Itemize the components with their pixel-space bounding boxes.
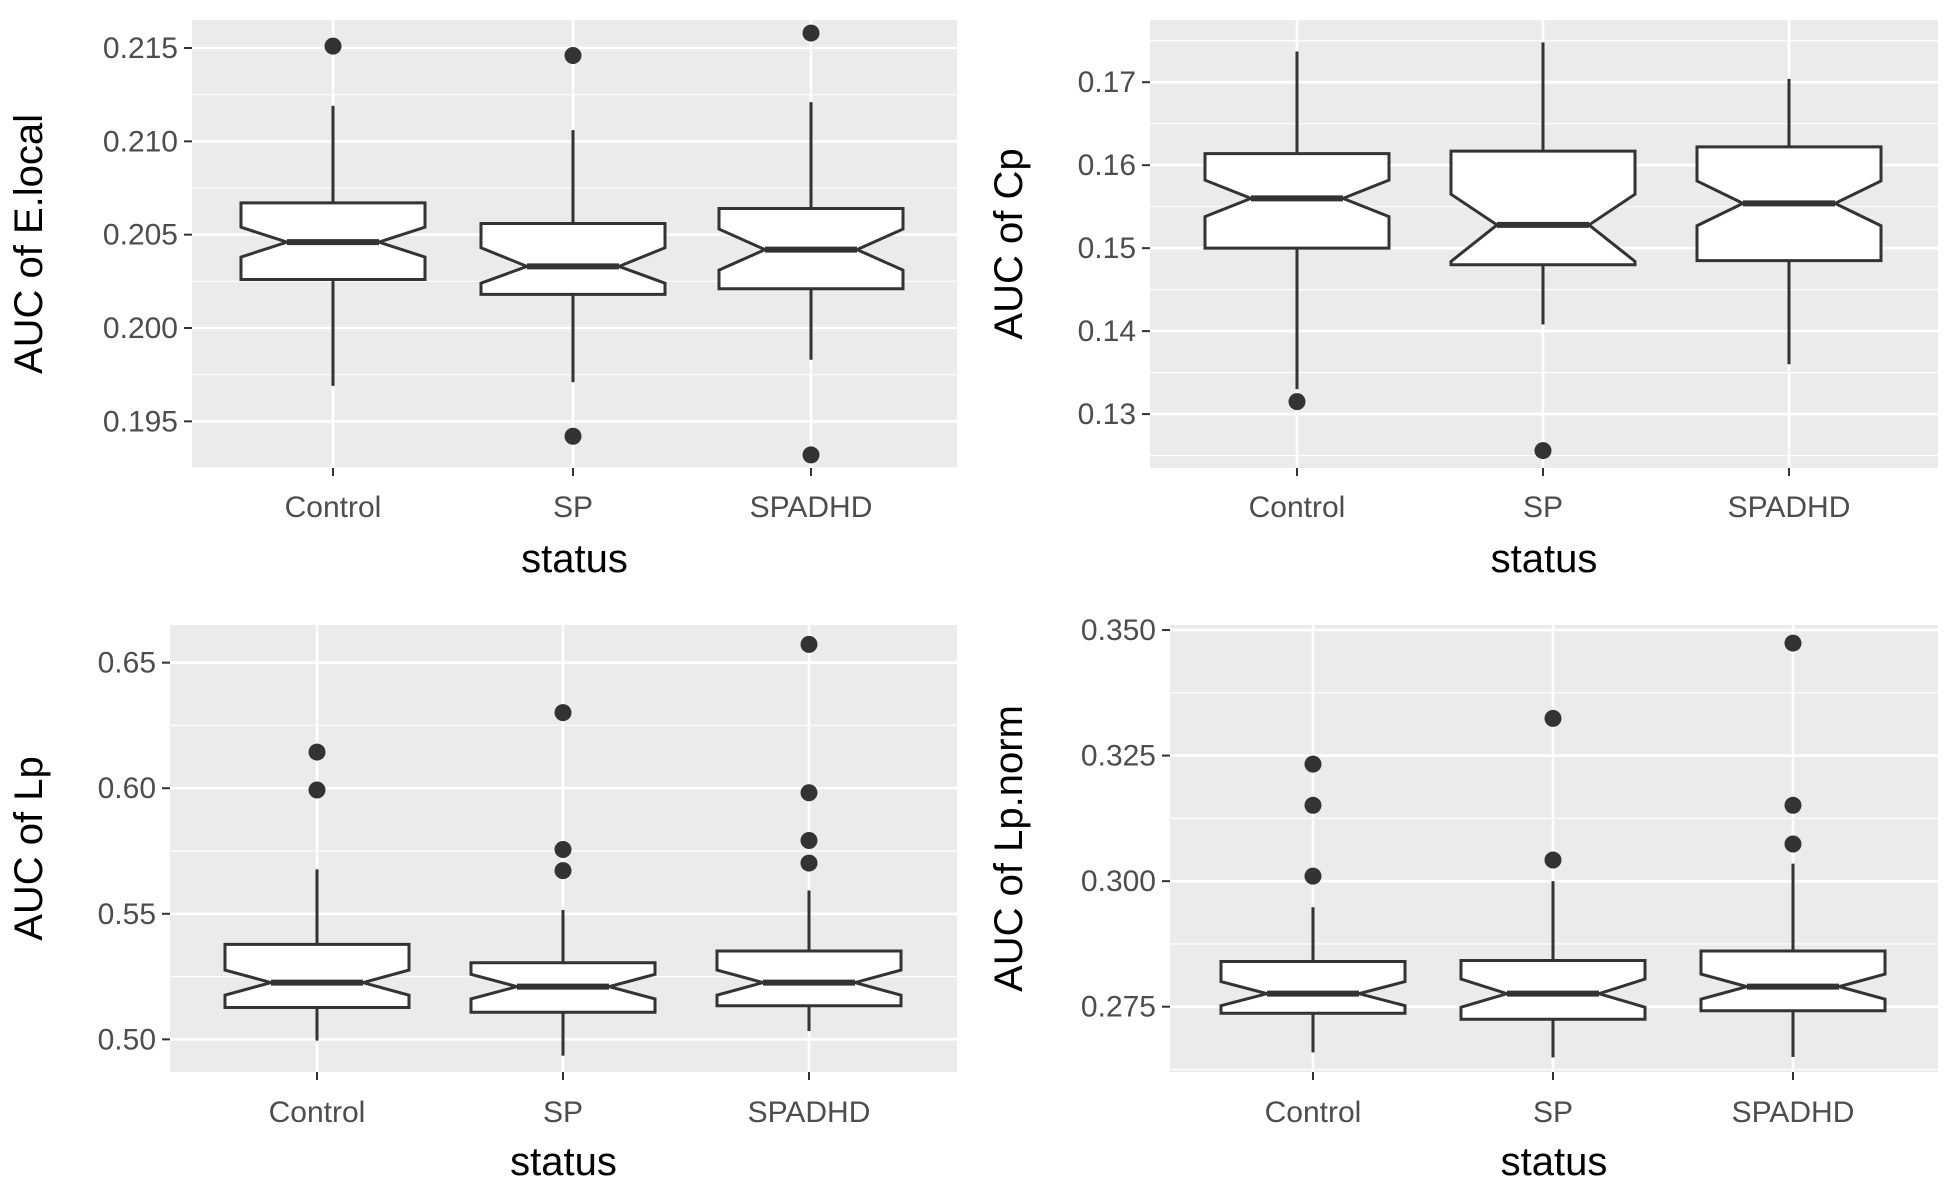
outlier-point: [554, 862, 572, 880]
outlier-point: [1784, 634, 1802, 652]
x-axis-title: status: [1491, 537, 1598, 581]
box-spadhd: [717, 24, 905, 464]
notched-box: [1449, 149, 1637, 267]
x-tick-label: Control: [269, 1096, 366, 1129]
x-tick-label: Control: [285, 491, 382, 524]
box-control: [239, 37, 427, 386]
y-tick-label: 0.275: [1081, 991, 1156, 1024]
notched-box: [479, 221, 667, 296]
y-tick-label: 0.200: [103, 312, 178, 345]
x-axis-title: status: [1501, 1140, 1608, 1184]
y-axis-title: AUC of Cp: [987, 148, 1031, 339]
y-tick-label: 0.14: [1078, 315, 1136, 348]
y-tick-label: 0.17: [1078, 66, 1136, 99]
outlier-point: [1534, 442, 1552, 460]
x-tick-label: SPADHD: [748, 1096, 871, 1129]
outlier-point: [802, 24, 820, 42]
box-spadhd: [715, 635, 903, 1032]
y-tick-label: 0.15: [1078, 232, 1136, 265]
outlier-point: [1544, 851, 1562, 869]
x-axis-title: status: [521, 537, 628, 581]
outlier-point: [1288, 393, 1306, 411]
box-control: [1219, 755, 1407, 1053]
outlier-point: [554, 841, 572, 859]
outlier-point: [564, 46, 582, 64]
y-tick-label: 0.300: [1081, 865, 1156, 898]
y-tick-label: 0.55: [98, 898, 156, 931]
box-sp: [479, 46, 667, 445]
y-tick-label: 0.205: [103, 219, 178, 252]
notched-box: [1459, 959, 1647, 1021]
box-spadhd: [1699, 634, 1887, 1057]
x-tick-label: SP: [543, 1096, 583, 1129]
box-spadhd: [1695, 78, 1883, 365]
y-tick-label: 0.325: [1081, 740, 1156, 773]
panel-lp: 0.50 0.55 0.60 0.65 Control SP SPADHD status AUC…: [7, 625, 957, 1184]
outlier-point: [800, 635, 818, 653]
outlier-point: [308, 781, 326, 799]
y-tick-label: 0.350: [1081, 614, 1156, 647]
notched-box: [1219, 960, 1407, 1015]
x-tick-label: SPADHD: [1728, 491, 1851, 524]
panel-lp-norm: 0.275 0.300 0.325 0.350 Control SP SPADHD statu…: [987, 614, 1938, 1184]
box-control: [223, 743, 411, 1041]
y-tick-label: 0.210: [103, 125, 178, 158]
outlier-point: [802, 446, 820, 464]
y-tick-label: 0.60: [98, 772, 156, 805]
y-tick-label: 0.13: [1078, 398, 1136, 431]
box-sp: [469, 704, 657, 1056]
notched-box: [715, 949, 903, 1008]
notched-box: [1699, 949, 1887, 1013]
outlier-point: [1784, 796, 1802, 814]
outlier-point: [564, 427, 582, 445]
outlier-point: [324, 37, 342, 55]
y-tick-label: 0.65: [98, 647, 156, 680]
box-sp: [1459, 709, 1647, 1058]
y-axis-title: AUC of E.local: [7, 114, 51, 374]
x-tick-label: SP: [553, 491, 593, 524]
outlier-point: [554, 704, 572, 722]
box-sp: [1449, 42, 1637, 460]
outlier-point: [800, 831, 818, 849]
x-tick-label: SPADHD: [1732, 1096, 1855, 1129]
outlier-point: [1784, 835, 1802, 853]
outlier-point: [800, 784, 818, 802]
outlier-point: [1304, 796, 1322, 814]
y-tick-label: 0.195: [103, 405, 178, 438]
box-control: [1203, 51, 1391, 411]
y-axis-title: AUC of Lp.norm: [987, 705, 1031, 992]
y-tick-label: 0.16: [1078, 149, 1136, 182]
outlier-point: [1304, 867, 1322, 885]
x-tick-label: SP: [1523, 491, 1563, 524]
x-tick-label: SP: [1533, 1096, 1573, 1129]
x-tick-label: Control: [1265, 1096, 1362, 1129]
panel-cp: 0.13 0.14 0.15 0.16 0.17 Control SP SPADHD statu…: [987, 20, 1938, 581]
x-tick-label: Control: [1249, 491, 1346, 524]
y-axis-title: AUC of Lp: [7, 756, 51, 941]
y-tick-label: 0.50: [98, 1023, 156, 1056]
outlier-point: [308, 743, 326, 761]
panel-e-local: 0.195 0.200 0.205 0.210 0.215 Control SP SPADHD…: [7, 20, 957, 581]
outlier-point: [800, 854, 818, 872]
y-tick-label: 0.215: [103, 32, 178, 65]
x-tick-label: SPADHD: [750, 491, 873, 524]
x-axis-title: status: [510, 1140, 617, 1184]
outlier-point: [1304, 755, 1322, 773]
outlier-point: [1544, 709, 1562, 727]
notched-box: [223, 942, 411, 1009]
